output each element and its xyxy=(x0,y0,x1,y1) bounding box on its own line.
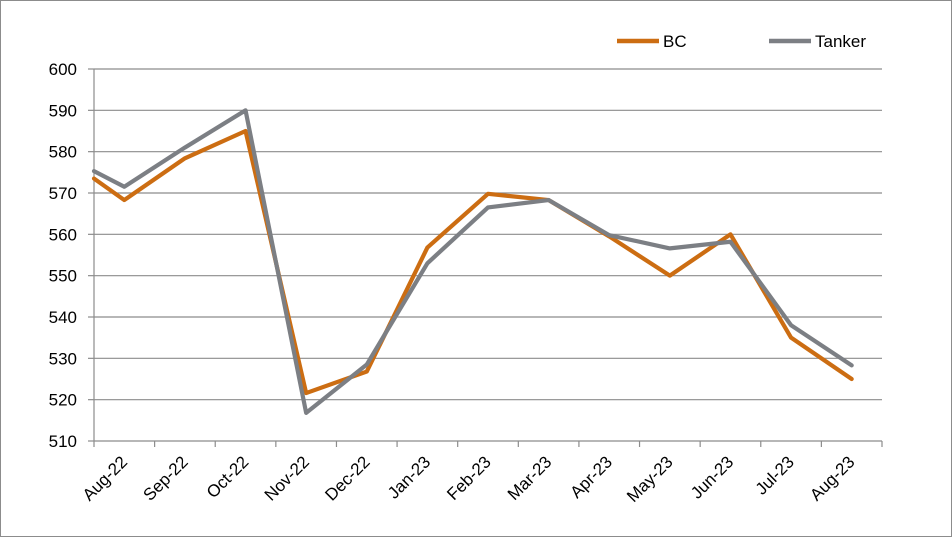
y-tick-label: 560 xyxy=(49,225,77,244)
y-tick-label: 600 xyxy=(49,60,77,79)
y-tick-label: 580 xyxy=(49,143,77,162)
legend-entry-tanker: Tanker xyxy=(769,32,866,51)
y-tick-label: 510 xyxy=(49,432,77,451)
x-tick-label: Nov-22 xyxy=(261,452,313,504)
y-tick-label: 540 xyxy=(49,308,77,327)
y-tick-label: 520 xyxy=(49,391,77,410)
x-tick-label: Aug-22 xyxy=(79,452,131,504)
x-tick-label: Feb-23 xyxy=(443,452,495,504)
y-tick-label: 590 xyxy=(49,101,77,120)
x-tick-label: Apr-23 xyxy=(567,452,617,502)
series-line-tanker xyxy=(91,108,854,415)
axes xyxy=(88,68,883,447)
y-tick-label: 550 xyxy=(49,267,77,286)
y-tick-labels: 510 520 530 540 550 560 570 580 590 600 xyxy=(49,60,77,451)
x-tick-label: Jul-23 xyxy=(752,452,798,498)
y-tick-label: 570 xyxy=(49,184,77,203)
y-tick-label: 530 xyxy=(49,349,77,368)
x-tick-label: Jun-23 xyxy=(687,452,737,502)
x-tick-label: Jan-23 xyxy=(384,452,434,502)
x-tick-label: Aug-23 xyxy=(806,452,858,504)
x-tick-labels: Aug-22 Sep-22 Oct-22 Nov-22 Dec-22 Jan-23 Feb-… xyxy=(79,452,859,506)
x-tick-label: May-23 xyxy=(623,452,677,506)
legend-entry-bc: BC xyxy=(617,32,687,51)
series-line-bc xyxy=(91,128,854,396)
x-tick-label: Mar-23 xyxy=(504,452,556,504)
series-lines xyxy=(91,108,854,415)
legend-label-tanker: Tanker xyxy=(815,32,866,51)
x-tick-label: Dec-22 xyxy=(321,452,373,504)
legend: BC Tanker xyxy=(617,32,866,51)
x-tick-label: Oct-22 xyxy=(203,452,253,502)
x-tick-label: Sep-22 xyxy=(140,452,192,504)
legend-label-bc: BC xyxy=(663,32,687,51)
grid-lines xyxy=(94,68,882,401)
